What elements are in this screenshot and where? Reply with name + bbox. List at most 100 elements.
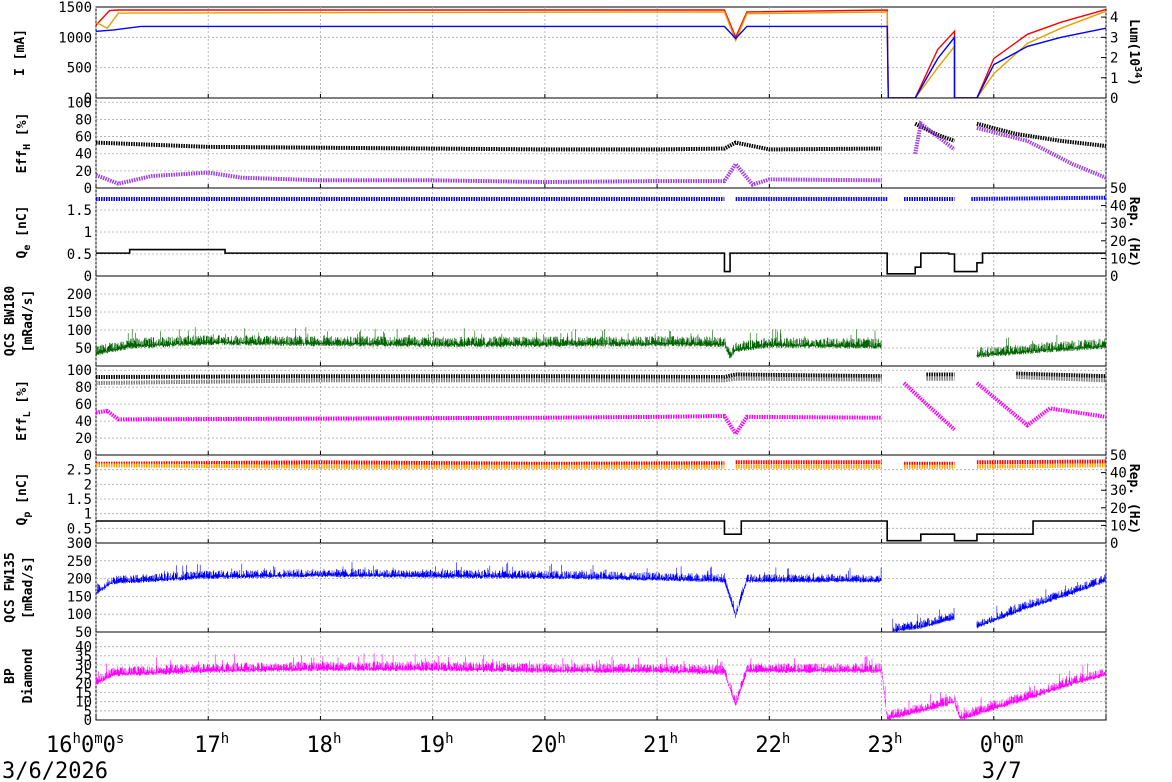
series-points bbox=[976, 126, 1107, 180]
y-tick-label: 0.5 bbox=[67, 247, 92, 263]
series-trace bbox=[95, 327, 882, 359]
y-tick-label: 80 bbox=[75, 112, 92, 128]
x-tick-label: 22h bbox=[755, 731, 790, 758]
panel-qcs-bw180: 50 100 150 200 QCS BW180 [mRad/s] bbox=[3, 275, 1107, 367]
y-tick-label: 10 bbox=[75, 695, 92, 711]
series-points bbox=[976, 463, 1107, 469]
series-trace bbox=[95, 653, 1106, 720]
y-tick-label: 1500 bbox=[58, 0, 92, 16]
panel-frame bbox=[95, 542, 1107, 633]
y-tick-label: 50 bbox=[75, 625, 92, 641]
series-points bbox=[95, 376, 882, 385]
x-tick-label: 19h bbox=[419, 731, 454, 758]
y-tick-label: 0 bbox=[84, 181, 92, 197]
series-line bbox=[96, 520, 1106, 542]
series-points bbox=[95, 460, 725, 466]
y-axis-label: QCS BW180 bbox=[3, 286, 18, 357]
y-tick-label: 35 bbox=[75, 649, 92, 665]
right-y-axis-label: Lum(1034) bbox=[1126, 19, 1143, 86]
y-axis-label: BP bbox=[3, 668, 18, 684]
y-tick-label: 1.5 bbox=[67, 492, 92, 508]
y-axis-label: EffL [%] bbox=[15, 380, 33, 441]
x-axis: 16h0m0s 17h 18h 19h 20h 21h 22h 23h 0h0m 3/6/2026… bbox=[2, 731, 1023, 782]
right-y-tick-label: 0 bbox=[1110, 536, 1118, 552]
x-tick-label: 17h bbox=[194, 731, 229, 758]
right-y-tick-label: 0 bbox=[1110, 91, 1118, 107]
series-points bbox=[975, 381, 1107, 428]
right-y-tick-label: 3 bbox=[1110, 30, 1118, 46]
y-tick-label: 300 bbox=[67, 536, 92, 552]
x-tick-label: 16h0m0s bbox=[46, 731, 124, 758]
y-tick-label: 100 bbox=[67, 95, 92, 111]
right-y-axis-label: Rep. (Hz) bbox=[1126, 464, 1141, 534]
series-trace bbox=[976, 335, 1106, 358]
y-axis-label: QCS FW135 bbox=[3, 552, 18, 622]
y-tick-label: 20 bbox=[75, 431, 92, 447]
y-tick-label: 0 bbox=[84, 269, 92, 285]
y-tick-label: 1.5 bbox=[67, 203, 92, 219]
right-y-tick-label: 40 bbox=[1110, 466, 1127, 482]
x-axis-date-next: 3/7 bbox=[982, 759, 1022, 782]
x-tick-label: 23h bbox=[868, 731, 903, 758]
y-tick-label: 100 bbox=[67, 323, 92, 339]
y-tick-label: 20 bbox=[75, 676, 92, 692]
x-tick-label: 0h0m bbox=[980, 731, 1023, 758]
y-tick-label: 0.5 bbox=[67, 521, 92, 537]
right-y-tick-label: 30 bbox=[1110, 483, 1127, 499]
series-points bbox=[913, 120, 956, 155]
y-axis-label: I [mA] bbox=[13, 29, 28, 76]
panel-current: 0 500 1000 1500 0 1 2 3 4 I [mA] Lum(1034) bbox=[13, 0, 1143, 107]
y-tick-label: 150 bbox=[67, 589, 92, 605]
series-trace bbox=[95, 562, 882, 619]
series-trace bbox=[892, 607, 955, 632]
y-tick-label: 60 bbox=[75, 397, 92, 413]
y-tick-label: 20 bbox=[75, 164, 92, 180]
y-tick-label: 1000 bbox=[58, 30, 92, 46]
series-points bbox=[976, 121, 1107, 148]
y-tick-label: 50 bbox=[75, 341, 92, 357]
y-tick-label: 5 bbox=[84, 704, 92, 720]
y-tick-label: 80 bbox=[75, 380, 92, 396]
series-points bbox=[95, 160, 882, 187]
y-tick-label: 0 bbox=[84, 536, 92, 552]
right-y-tick-label: 10 bbox=[1110, 251, 1127, 267]
y-tick-label: 40 bbox=[75, 414, 92, 430]
y-tick-label: 2 bbox=[84, 477, 92, 493]
series-points bbox=[95, 463, 725, 469]
y-tick-label: 500 bbox=[67, 61, 92, 77]
right-y-tick-label: 50 bbox=[1110, 448, 1127, 464]
y-tick-label: 40 bbox=[75, 147, 92, 163]
y-tick-label: 60 bbox=[75, 130, 92, 146]
y-tick-label: 0 bbox=[84, 91, 92, 107]
series-points bbox=[95, 372, 882, 380]
x-tick-label: 20h bbox=[531, 731, 566, 758]
right-y-tick-label: 50 bbox=[1110, 181, 1127, 197]
right-y-tick-label: 20 bbox=[1110, 234, 1127, 250]
x-axis-date-start: 3/6/2026 bbox=[2, 759, 108, 782]
y-tick-label: 0 bbox=[84, 448, 92, 464]
y-axis-label: EffH [%] bbox=[15, 113, 33, 174]
series-trace bbox=[976, 574, 1106, 629]
series-points bbox=[976, 459, 1107, 465]
y-tick-label: 1 bbox=[84, 507, 92, 523]
panel-frame bbox=[95, 6, 1107, 99]
y-axis-label-units: [mRad/s] bbox=[21, 290, 36, 353]
y-tick-label: 200 bbox=[67, 287, 92, 303]
series-points bbox=[95, 140, 882, 152]
y-tick-label: 0 bbox=[84, 713, 92, 729]
y-tick-label: 40 bbox=[75, 640, 92, 656]
y-tick-label: 100 bbox=[67, 607, 92, 623]
right-y-tick-label: 20 bbox=[1110, 501, 1127, 517]
panel-frame bbox=[95, 97, 1107, 189]
series-line bbox=[96, 248, 1106, 275]
y-tick-label: 2.5 bbox=[67, 463, 92, 479]
panel-frame bbox=[95, 631, 1107, 721]
right-y-tick-label: 4 bbox=[1110, 10, 1118, 26]
y-axis-label-units: Diamond bbox=[21, 649, 36, 704]
